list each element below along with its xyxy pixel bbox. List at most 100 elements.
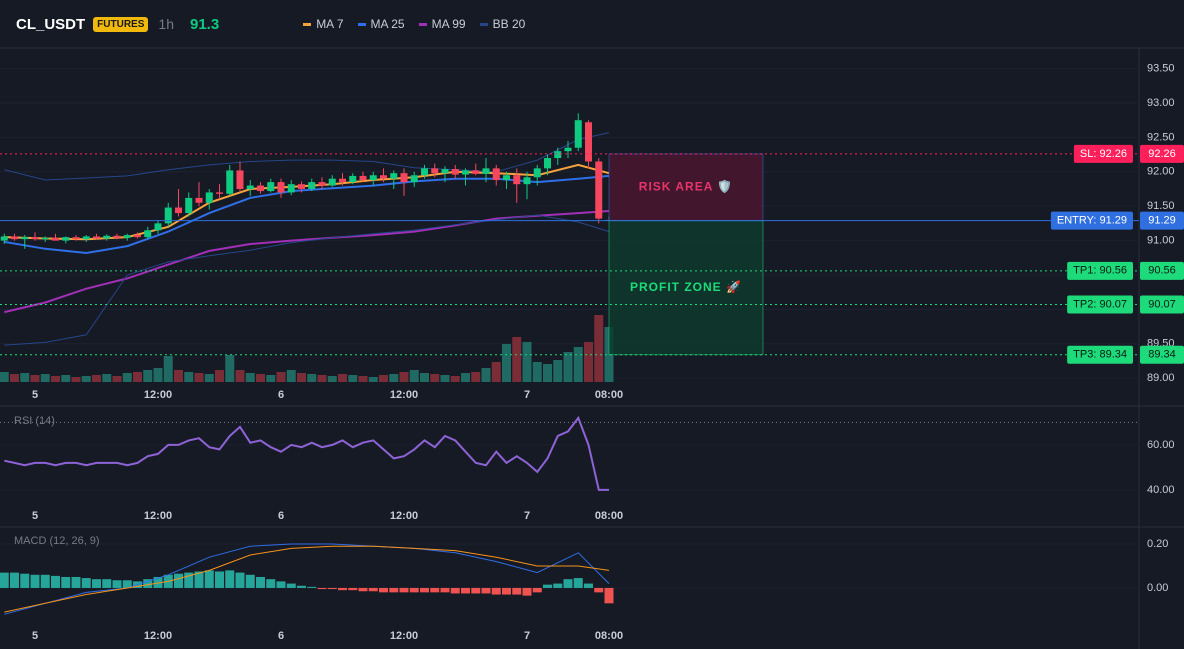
histogram-bar: [51, 575, 60, 588]
candle-body: [318, 182, 326, 186]
volume-bar: [0, 372, 9, 382]
volume-bar: [102, 374, 112, 382]
volume-bar: [286, 370, 296, 382]
legend-item[interactable]: MA 7: [303, 17, 344, 31]
candle-body: [533, 168, 541, 178]
volume-bar: [522, 342, 532, 382]
candle-body: [492, 168, 500, 181]
histogram-bar: [61, 576, 71, 588]
candle-body: [236, 170, 244, 189]
histogram-bar: [112, 580, 122, 588]
volume-bar: [348, 375, 358, 382]
histogram-bar: [358, 587, 368, 592]
candle-body: [31, 237, 39, 240]
candle-body: [72, 237, 80, 240]
candle-body: [123, 235, 131, 238]
candle-body: [41, 237, 49, 240]
candle-body: [400, 173, 408, 183]
histogram-bar: [256, 576, 265, 588]
candle-body: [441, 169, 449, 174]
histogram-bar: [584, 583, 593, 588]
legend-swatch: [418, 23, 427, 27]
histogram-bar: [122, 580, 132, 588]
candle-body: [267, 182, 275, 192]
volume-bar: [204, 374, 214, 382]
histogram-bar: [368, 587, 378, 592]
volume-bar: [553, 360, 563, 382]
histogram-bar: [184, 572, 194, 588]
candle-body: [421, 168, 428, 176]
volume-bar: [297, 373, 306, 382]
volume-bar: [194, 373, 204, 382]
histogram-bar: [379, 587, 388, 593]
histogram-bar: [440, 587, 450, 593]
legend-label: MA 25: [370, 17, 405, 31]
legend-item[interactable]: BB 20: [479, 17, 525, 31]
candle-body: [513, 175, 521, 185]
price-tag-label: 92.26: [1148, 148, 1176, 160]
level-tag-label: TP1: 90.56: [1073, 265, 1127, 277]
legend-item[interactable]: MA 25: [357, 17, 405, 31]
candle-body: [564, 147, 572, 152]
histogram-bar: [286, 583, 296, 588]
legend-item[interactable]: MA 99: [418, 17, 466, 31]
histogram-bar: [0, 572, 9, 588]
volume-bar: [481, 368, 491, 382]
candle-body: [595, 161, 603, 219]
histogram-bar: [553, 583, 563, 588]
volume-bar: [512, 337, 522, 382]
candle-body: [62, 237, 70, 241]
histogram-bar: [512, 587, 522, 595]
candle-body: [164, 207, 172, 224]
x-tick-label: 7: [524, 510, 530, 522]
candle-body: [82, 236, 90, 240]
volume-bar: [573, 347, 583, 382]
y-tick-label: 93.50: [1147, 63, 1175, 75]
histogram-bar: [563, 579, 573, 588]
legend-label: MA 99: [431, 17, 466, 31]
histogram-bar: [399, 587, 409, 593]
level-tag-label: TP3: 89.34: [1073, 349, 1127, 361]
zone-label: PROFIT ZONE 🚀: [630, 280, 742, 294]
candle-body: [257, 185, 264, 192]
price-tag-label: 90.07: [1148, 298, 1176, 310]
x-tick-label: 08:00: [595, 389, 623, 401]
volume-bar: [184, 372, 194, 382]
volume-bar: [51, 376, 60, 382]
x-tick-label: 12:00: [390, 630, 418, 642]
candle-body: [585, 122, 592, 162]
symbol[interactable]: CL_USDT: [16, 15, 86, 33]
volume-bar: [225, 355, 235, 382]
candle-body: [205, 192, 213, 203]
volume-bar: [92, 375, 101, 382]
x-tick-label: 5: [32, 510, 38, 522]
volume-bar: [430, 374, 440, 382]
histogram-bar: [420, 587, 429, 593]
x-tick-label: 7: [524, 389, 530, 401]
candle-body: [369, 175, 377, 181]
x-tick-label: 12:00: [144, 510, 172, 522]
histogram-bar: [491, 587, 501, 595]
volume-bar: [368, 377, 378, 382]
volume-bar: [584, 342, 593, 382]
candle-body: [134, 235, 141, 238]
histogram-bar: [543, 584, 552, 588]
legend-swatch: [479, 23, 488, 27]
badge: FUTURES: [93, 16, 149, 32]
candle-body: [339, 178, 346, 183]
candle-body: [503, 175, 510, 181]
candle-body: [21, 237, 29, 240]
candle-body: [298, 184, 305, 189]
volume-bar: [30, 375, 40, 382]
x-tick-label: 08:00: [595, 630, 623, 642]
price-tag: [1140, 144, 1184, 163]
histogram-bar: [461, 587, 470, 594]
interval[interactable]: 1h: [158, 16, 174, 32]
bb-line: [4, 132, 610, 181]
candle-body: [462, 170, 469, 175]
x-tick-label: 5: [32, 630, 38, 642]
candle-body: [226, 170, 234, 194]
y-tick-label: 92.50: [1147, 131, 1175, 143]
candle-body: [103, 235, 111, 239]
candle-body: [523, 177, 531, 185]
